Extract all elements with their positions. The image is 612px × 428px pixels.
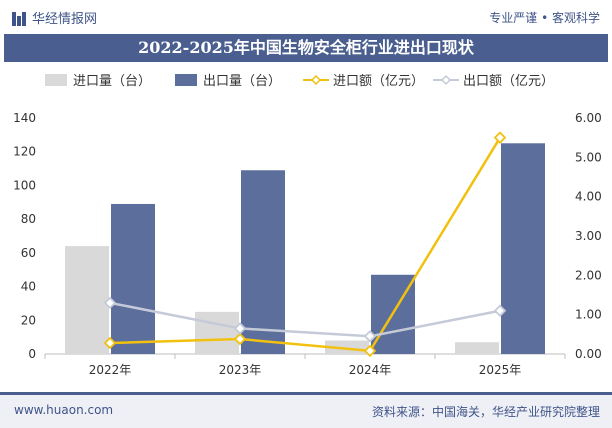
brand-logo: 华经情报网 <box>12 8 97 27</box>
bar-1-0 <box>111 203 155 354</box>
legend-marker-2 <box>310 74 322 86</box>
bar-1-1 <box>241 170 285 354</box>
footer: www.huaon.com 资料来源：中国海关，华经产业研究院整理 <box>0 392 612 428</box>
y-left-tick-label: 80 <box>21 212 36 226</box>
y-right-tick-label: 2.00 <box>575 268 602 282</box>
legend-swatch-0 <box>45 74 67 86</box>
series-line-3 <box>109 301 501 338</box>
title-bar: 2022-2025年中国生物安全柜行业进出口现状 <box>4 34 608 62</box>
y-left-tick-label: 40 <box>21 280 36 294</box>
legend-label-2: 进口额（亿元） <box>333 74 424 89</box>
slogan: 专业严谨 • 客观科学 <box>489 11 600 25</box>
y-right-tick-label: 0.00 <box>575 347 602 361</box>
bar-0-3 <box>455 342 499 354</box>
x-tick-label: 2023年 <box>219 363 262 377</box>
legend-swatch-1 <box>175 74 197 86</box>
point-2-0 <box>103 336 117 350</box>
site-url: www.huaon.com <box>14 403 114 417</box>
legend-label-0: 进口量（台） <box>73 74 151 89</box>
chart: 进口量（台） 出口量（台） 进口额（亿元） 出口额（亿元） 0 20 40 60 80 100 12… <box>13 74 602 377</box>
top-bar: 华经情报网 专业严谨 • 客观科学 <box>0 0 612 34</box>
series-line-2 <box>109 137 502 353</box>
legend-label-1: 出口量（台） <box>203 74 281 89</box>
legend-marker-3 <box>440 74 452 86</box>
y-right-tick-label: 6.00 <box>575 111 602 125</box>
bar-1-3 <box>501 143 545 354</box>
bar-0-0 <box>65 246 109 354</box>
point-3-1 <box>233 322 247 335</box>
y-right-tick-label: 3.00 <box>575 229 602 243</box>
x-tick-label: 2022年 <box>89 363 132 377</box>
data-source: 资料来源：中国海关，华经产业研究院整理 <box>371 405 600 419</box>
bar-0-1 <box>195 311 239 354</box>
x-tick-label: 2024年 <box>349 363 392 377</box>
y-left-tick-label: 140 <box>13 111 36 125</box>
point-3-2 <box>363 330 377 343</box>
legend-label-3: 出口额（亿元） <box>463 74 554 89</box>
point-3-0 <box>103 296 117 310</box>
x-tick-label: 2025年 <box>479 363 522 377</box>
y-right-tick-label: 5.00 <box>575 150 602 164</box>
y-left-tick-label: 0 <box>28 347 36 361</box>
y-left-tick-label: 120 <box>13 145 36 159</box>
logo-icon <box>12 10 26 26</box>
point-2-1 <box>233 332 247 346</box>
y-right-tick-label: 1.00 <box>575 308 602 322</box>
y-right-tick-label: 4.00 <box>575 190 602 204</box>
point-2-3 <box>493 131 507 144</box>
chart-title: 2022-2025年中国生物安全柜行业进出口现状 <box>138 38 474 57</box>
site-name: 华经情报网 <box>32 12 98 27</box>
point-2-2 <box>363 344 377 358</box>
y-left-tick-label: 20 <box>21 313 36 327</box>
point-3-3 <box>493 304 507 318</box>
y-left-tick-label: 60 <box>21 246 36 260</box>
y-left-tick-label: 100 <box>13 178 36 192</box>
